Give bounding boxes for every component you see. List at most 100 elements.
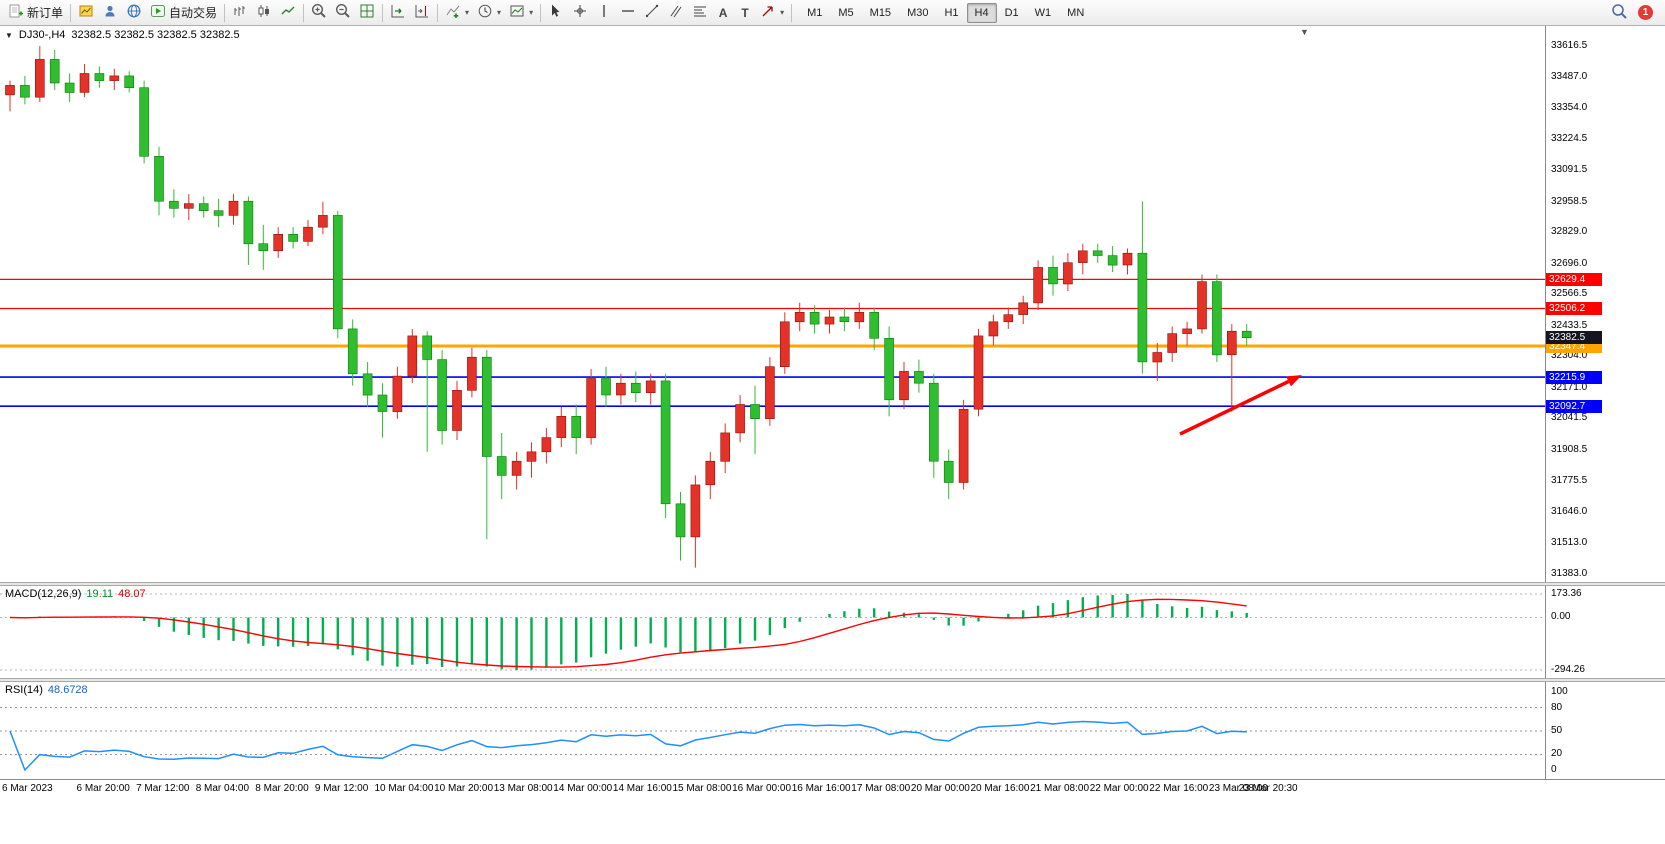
trendline-tool-button[interactable] [640, 2, 664, 24]
template-icon [509, 3, 525, 22]
zoom-out-icon [335, 3, 351, 22]
panel-splitter[interactable] [0, 582, 1665, 586]
macd-chart[interactable] [0, 586, 1545, 678]
profiles-button[interactable] [98, 2, 122, 24]
toolbar: 新订单 自动交易 ▾ ▾ ▾ A T ▾ M1 M5 M15 M30 H1 H4 D1 W1 M… [0, 0, 1665, 26]
timeframe-toolbar: M1 M5 M15 M30 H1 H4 D1 W1 MN [799, 2, 1092, 23]
current-price-tag: 32382.5 [1546, 331, 1602, 345]
timeframe-m5-button[interactable]: M5 [830, 3, 861, 23]
price-axis-label: 31513.0 [1551, 537, 1588, 549]
time-axis-label: 20 Mar 16:00 [970, 783, 1030, 794]
time-axis-label: 16 Mar 00:00 [732, 783, 792, 794]
time-axis-label: 10 Mar 20:00 [434, 783, 494, 794]
time-axis-label: 6 Mar 20:00 [76, 783, 130, 794]
timeframe-w1-button[interactable]: W1 [1027, 3, 1060, 23]
price-axis-label: 32958.5 [1551, 195, 1588, 207]
zoom-out-button[interactable] [331, 2, 355, 24]
chart-shift-icon [414, 3, 430, 22]
time-axis[interactable]: 6 Mar 2023 6 Mar 20:00 7 Mar 12:00 8 Mar 04… [0, 779, 1665, 797]
text-tool-button[interactable]: A [712, 2, 734, 24]
autotrading-button[interactable]: 自动交易 [146, 2, 221, 24]
toolbar-separator [437, 3, 439, 22]
price-line-tag: 32215.9 [1546, 370, 1602, 384]
timeframe-m30-button[interactable]: M30 [899, 3, 936, 23]
auto-scroll-button[interactable] [386, 2, 410, 24]
time-axis-label: 22 Mar 00:00 [1089, 783, 1149, 794]
channel-tool-button[interactable] [664, 2, 688, 24]
macd-name: MACD(12,26,9) [5, 588, 82, 600]
crosshair-icon [572, 3, 588, 22]
time-axis-label: 6 Mar 2023 [2, 783, 53, 794]
price-axis-label: 33487.0 [1551, 70, 1588, 82]
clock-icon [477, 3, 493, 22]
fibonacci-icon [692, 3, 708, 22]
toolbar-separator [540, 3, 542, 22]
market-watch-button[interactable] [122, 2, 146, 24]
time-axis-label: 23 Mar 20:30 [1238, 783, 1298, 794]
bar-chart-icon [232, 3, 248, 22]
trendline-icon [644, 3, 660, 22]
horizontal-line-tool-button[interactable] [616, 2, 640, 24]
rsi-axis[interactable]: 100 80 50 20 0 [1545, 682, 1665, 779]
price-axis-label: 32433.5 [1551, 319, 1588, 331]
new-chart-button[interactable] [74, 2, 98, 24]
candlestick-chart-button[interactable] [252, 2, 276, 24]
macd-signal-value: 48.07 [118, 588, 146, 600]
periods-button[interactable]: ▾ [473, 2, 505, 24]
rsi-name: RSI(14) [5, 684, 43, 696]
chart-window: ▼ DJ30-,H4 32382.5 32382.5 32382.5 32382… [0, 26, 1665, 844]
cursor-tool-button[interactable] [544, 2, 568, 24]
templates-button[interactable]: ▾ [505, 2, 537, 24]
auto-scroll-icon [390, 3, 406, 22]
candlestick-chart[interactable] [0, 26, 1545, 582]
one-click-trading-toggle-icon[interactable]: ▼ [5, 30, 13, 40]
label-tool-button[interactable]: T [734, 2, 756, 24]
notification-badge[interactable]: 1 [1638, 5, 1653, 20]
rsi-axis-label: 50 [1551, 725, 1563, 736]
fibonacci-tool-button[interactable] [688, 2, 712, 24]
price-axis-label: 32566.5 [1551, 288, 1588, 300]
time-axis-label: 10 Mar 04:00 [374, 783, 434, 794]
timeframe-h4-button[interactable]: H4 [966, 2, 997, 23]
autotrading-play-icon [150, 3, 166, 22]
new-chart-icon [78, 3, 94, 22]
new-order-label: 新订单 [27, 6, 64, 20]
panel-splitter[interactable] [0, 678, 1665, 682]
time-axis-label: 8 Mar 20:00 [255, 783, 309, 794]
timeframe-mn-button[interactable]: MN [1059, 3, 1092, 23]
macd-axis-label: 0.00 [1551, 611, 1571, 623]
rsi-axis-label: 20 [1551, 748, 1563, 760]
tile-windows-button[interactable] [355, 2, 379, 24]
timeframe-m15-button[interactable]: M15 [862, 3, 899, 23]
crosshair-tool-button[interactable] [568, 2, 592, 24]
chart-title: ▼ DJ30-,H4 32382.5 32382.5 32382.5 32382… [5, 29, 240, 41]
timeframe-h1-button[interactable]: H1 [936, 3, 966, 23]
macd-panel: MACD(12,26,9) 19.11 48.07 173.36 0.00 -294… [0, 586, 1665, 678]
timeframe-d1-button[interactable]: D1 [997, 3, 1027, 23]
price-axis-label: 31775.5 [1551, 475, 1588, 487]
time-axis-label: 8 Mar 04:00 [195, 783, 250, 794]
dropdown-caret-icon: ▾ [465, 8, 470, 17]
vertical-line-tool-button[interactable] [592, 2, 616, 24]
time-axis-label: 13 Mar 08:00 [493, 783, 553, 794]
line-chart-button[interactable] [276, 2, 300, 24]
indicators-button[interactable]: ▾ [441, 2, 473, 24]
chart-shift-marker[interactable]: ▼ [1300, 27, 1309, 37]
price-line-tag: 32629.4 [1546, 272, 1602, 286]
toolbar-separator [70, 3, 72, 22]
globe-icon [126, 3, 142, 22]
bar-chart-button[interactable] [228, 2, 252, 24]
rsi-chart[interactable] [0, 682, 1545, 779]
macd-axis[interactable]: 173.36 0.00 -294.26 [1545, 586, 1665, 678]
time-axis-label: 7 Mar 12:00 [136, 783, 190, 794]
price-axis[interactable]: 33616.5 33487.0 33354.0 33224.5 33091.5 32958… [1545, 26, 1665, 582]
timeframe-m1-button[interactable]: M1 [799, 3, 830, 23]
search-icon[interactable] [1611, 3, 1628, 23]
time-axis-label: 23 Mar 08:00 [1208, 783, 1268, 794]
zoom-in-button[interactable] [307, 2, 331, 24]
label-tool-icon: T [741, 5, 749, 20]
chart-shift-button[interactable] [410, 2, 434, 24]
arrows-tool-button[interactable]: ▾ [756, 2, 788, 24]
price-line-tag: 32506.2 [1546, 301, 1602, 315]
new-order-button[interactable]: 新订单 [4, 2, 67, 24]
